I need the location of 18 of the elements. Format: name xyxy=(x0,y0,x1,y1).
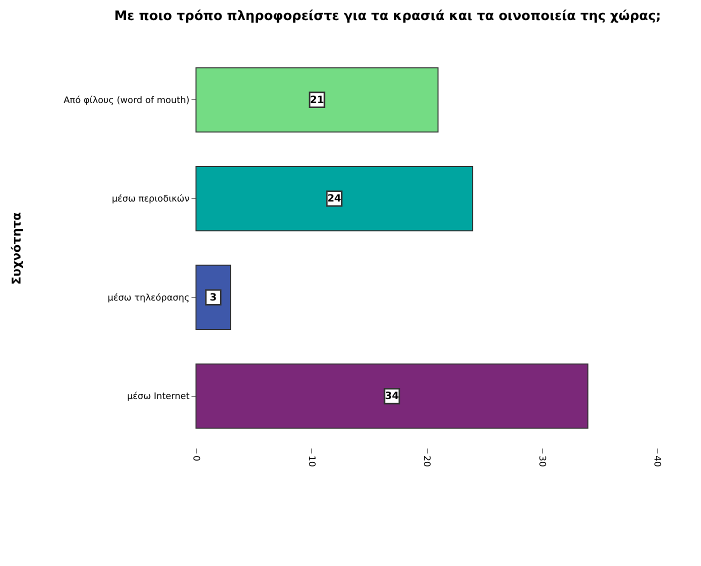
x-tick-label: 30 xyxy=(536,456,546,468)
data-label: 3 xyxy=(210,292,217,304)
y-tick-label: μέσω περιοδικών xyxy=(112,194,190,205)
data-label: 21 xyxy=(310,94,324,106)
y-tick-label: μέσω τηλεόρασης xyxy=(108,292,190,304)
data-label: 34 xyxy=(384,391,399,402)
y-tick-label: Από φίλους (word of mouth) xyxy=(64,94,190,106)
x-tick-label: 40 xyxy=(652,456,662,468)
bar xyxy=(196,67,439,132)
y-tick-label: μέσω Internet xyxy=(127,391,190,402)
x-tick-label: 20 xyxy=(421,456,431,468)
x-tick-label: 10 xyxy=(306,456,316,468)
bar xyxy=(196,364,588,429)
y-axis-title: Συχνότητα xyxy=(10,212,24,285)
data-label: 24 xyxy=(327,194,342,205)
bar xyxy=(196,166,474,232)
chart-title: Με ποιο τρόπο πληροφορείστε για τα κρασιά και τα οινοποιεία της χώρας; xyxy=(114,9,661,24)
x-tick-label: 0 xyxy=(190,456,200,462)
